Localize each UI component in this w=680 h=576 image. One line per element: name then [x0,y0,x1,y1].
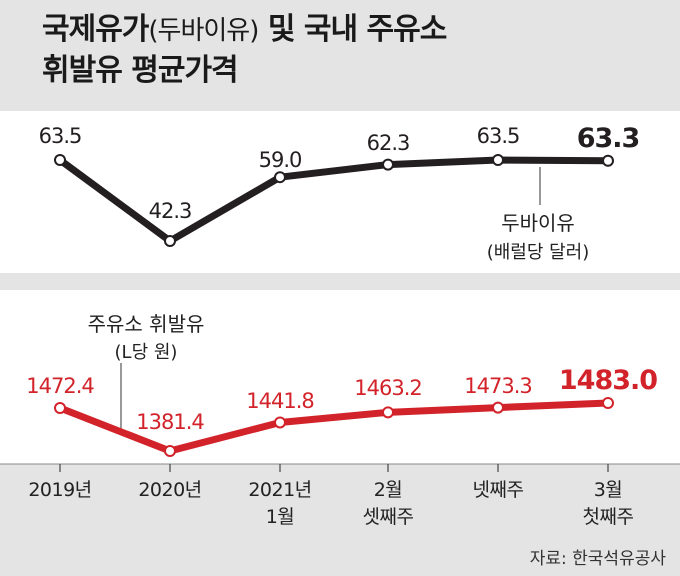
x-tick-label-1-0: 2020년 [138,479,201,501]
x-tick-label-0-0: 2019년 [28,479,91,501]
gasoline-point-2 [274,416,286,429]
title-line-1: 국제유가(두바이유) 및 국내 주유소 [42,10,662,51]
gasoline-point-1 [164,445,176,457]
dubai-point-0 [54,154,66,166]
gasoline-point-5 [602,396,614,409]
gasoline-label-4: 1473.3 [464,374,531,398]
gasoline-point-0 [54,402,66,414]
gasoline-label-2: 1441.8 [246,389,313,413]
title-rest: 및 국내 주유소 [258,12,447,47]
gasoline-point-3 [382,406,394,419]
gasoline-point-4 [492,401,504,414]
gasoline-panel [0,290,680,464]
x-tick-label-5-1: 첫째주 [583,506,634,528]
dubai-label-4: 63.5 [477,124,520,148]
gasoline-series-unit: (L당 원) [115,342,178,363]
gasoline-label-3: 1463.2 [354,376,421,400]
chart-title: 국제유가(두바이유) 및 국내 주유소 휘발유 평균가격 [42,10,662,91]
dubai-panel [0,111,680,273]
dubai-series-unit: (배럴당 달러) [487,242,590,263]
gasoline-label-5: 1483.0 [559,365,657,396]
gasoline-series-line [56,399,612,455]
title-line-2: 휘발유 평균가격 [42,53,239,88]
x-tick-label-4-0: 넷째주 [473,479,524,501]
dubai-point-4 [492,154,504,166]
dubai-point-3 [382,158,394,171]
dubai-label-0: 63.5 [39,124,82,148]
x-tick-label-2-1: 1월 [266,506,295,528]
x-tick-label-3-0: 2월 [374,479,403,501]
dubai-label-1: 42.3 [149,199,192,223]
dubai-point-1 [164,235,176,247]
dubai-point-2 [274,171,286,184]
dubai-label-5: 63.3 [577,123,640,154]
dubai-series-line [56,156,612,245]
gasoline-label-0: 1472.4 [26,374,94,398]
title-main: 국제유가 [42,12,149,47]
dubai-point-5 [602,154,614,167]
dubai-label-3: 62.3 [367,131,410,155]
source-note: 자료: 한국석유공사 [529,549,666,569]
gasoline-series-name: 주유소 휘발유 [88,312,205,336]
x-tick-label-3-1: 셋째주 [363,506,414,528]
dubai-label-2: 59.0 [259,148,302,172]
x-tick-label-2-0: 2021년 [248,479,311,501]
dubai-series-name: 두바이유 [501,211,575,235]
title-paren: (두바이유) [148,16,259,46]
x-tick-label-5-0: 3월 [594,479,623,501]
gasoline-label-1: 1381.4 [136,410,204,434]
